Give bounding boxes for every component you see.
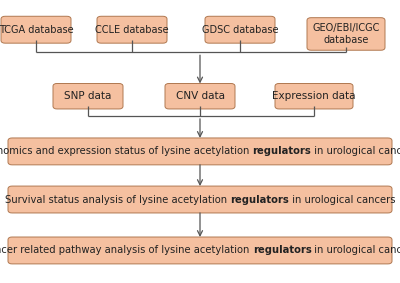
- FancyBboxPatch shape: [1, 16, 71, 43]
- FancyBboxPatch shape: [8, 237, 392, 264]
- Text: regulators: regulators: [252, 146, 311, 156]
- FancyBboxPatch shape: [275, 83, 353, 109]
- Text: Genomics and expression status of lysine acetylation: Genomics and expression status of lysine…: [0, 146, 252, 156]
- FancyBboxPatch shape: [307, 18, 385, 50]
- Text: TCGA database: TCGA database: [0, 25, 73, 35]
- Text: in urological cancers: in urological cancers: [311, 245, 400, 256]
- Text: regulators: regulators: [253, 245, 311, 256]
- Text: CNV data: CNV data: [176, 91, 224, 101]
- Text: Expression data: Expression data: [272, 91, 356, 101]
- FancyBboxPatch shape: [8, 186, 392, 213]
- Text: regulators: regulators: [230, 194, 289, 205]
- Text: GEO/EBI/ICGC
database: GEO/EBI/ICGC database: [312, 23, 380, 45]
- FancyBboxPatch shape: [97, 16, 167, 43]
- Text: in urological cancers: in urological cancers: [289, 194, 395, 205]
- FancyBboxPatch shape: [165, 83, 235, 109]
- Text: GDSC database: GDSC database: [202, 25, 278, 35]
- Text: Survival status analysis of lysine acetylation: Survival status analysis of lysine acety…: [5, 194, 230, 205]
- FancyBboxPatch shape: [53, 83, 123, 109]
- FancyBboxPatch shape: [205, 16, 275, 43]
- Text: SNP data: SNP data: [64, 91, 112, 101]
- Text: CCLE database: CCLE database: [95, 25, 169, 35]
- Text: Cancer related pathway analysis of lysine acetylation: Cancer related pathway analysis of lysin…: [0, 245, 253, 256]
- FancyBboxPatch shape: [8, 138, 392, 165]
- Text: in urological cancers: in urological cancers: [311, 146, 400, 156]
